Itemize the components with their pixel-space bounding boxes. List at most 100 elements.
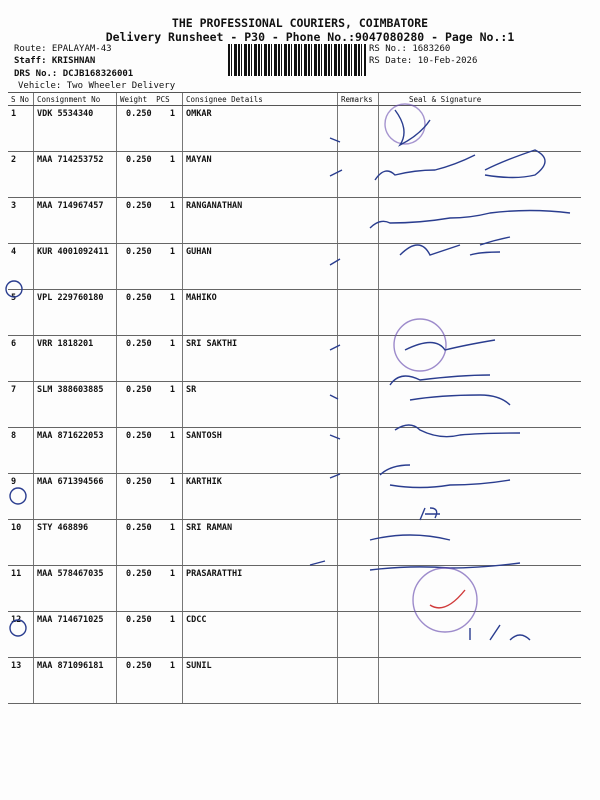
signature (404, 339, 496, 351)
table-row: 3 MAA 714967457 0.250 1 RANGANATHAN (8, 197, 581, 244)
weight-pcs: 0.250 1 (116, 427, 183, 474)
signature (399, 236, 511, 256)
sno: 3 (8, 197, 34, 244)
runsheet-table: S No Consignment No Weight PCS Consignee… (8, 92, 581, 704)
sno: 2 (8, 151, 34, 198)
consignment-no: VRR 1818201 (33, 335, 117, 382)
weight-pcs: 0.250 1 (116, 611, 183, 658)
sno: 1 (8, 105, 34, 152)
staff: Staff: KRISHNAN (14, 56, 96, 66)
consignee-name: CDCC (182, 611, 338, 658)
signature (469, 624, 531, 641)
weight-pcs: 0.250 1 (116, 657, 183, 704)
consignment-no: MAA 871622053 (33, 427, 117, 474)
remarks (337, 335, 379, 382)
consignment-no: VDK 5534340 (33, 105, 117, 152)
remarks (337, 611, 379, 658)
seal-stamp (384, 103, 426, 145)
consignee-name: SUNIL (182, 657, 338, 704)
consignment-no: MAA 714253752 (33, 151, 117, 198)
remarks (337, 197, 379, 244)
weight-pcs: 0.250 1 (116, 335, 183, 382)
sno: 13 (8, 657, 34, 704)
sno: 7 (8, 381, 34, 428)
table-row: 5 VPL 229760180 0.250 1 MAHIKO (8, 289, 581, 336)
consignee-name: SR (182, 381, 338, 428)
table-row: 8 MAA 871622053 0.250 1 SANTOSH (8, 427, 581, 474)
signature (369, 534, 521, 571)
col-consignee: Consignee Details (182, 92, 338, 106)
col-remarks: Remarks (337, 92, 379, 106)
consignee-name: GUHAN (182, 243, 338, 290)
seal-signature (378, 519, 581, 566)
consignee-name: OMKAR (182, 105, 338, 152)
seal-signature (378, 565, 581, 612)
table-row: 11 MAA 578467035 0.250 1 PRASARATTHI (8, 565, 581, 612)
circled-number (5, 280, 23, 298)
consignee-name: SRI RAMAN (182, 519, 338, 566)
seal-signature (378, 289, 581, 336)
company-title: THE PROFESSIONAL COURIERS, COIMBATORE (171, 16, 429, 30)
remarks (337, 519, 379, 566)
remarks (337, 289, 379, 336)
rs-number: RS No.: 1683260 (369, 44, 451, 54)
remarks (337, 381, 379, 428)
sno: 10 (8, 519, 34, 566)
table-row: 9 MAA 671394566 0.250 1 KARTHIK (8, 473, 581, 520)
sno: 8 (8, 427, 34, 474)
col-sno: S No (8, 92, 34, 106)
consignee-name: KARTHIK (182, 473, 338, 520)
sno: 6 (8, 335, 34, 382)
circled-number (9, 619, 27, 637)
seal-stamp (393, 318, 447, 372)
runsheet-subtitle: Delivery Runsheet - P30 - Phone No.:9047… (105, 30, 515, 44)
remarks (337, 151, 379, 198)
seal-signature (378, 243, 581, 290)
consignment-no: MAA 714671025 (33, 611, 117, 658)
seal-stamp (412, 567, 478, 633)
remarks (337, 473, 379, 520)
seal-signature (378, 151, 581, 198)
consignee-name: RANGANATHAN (182, 197, 338, 244)
consignment-no: STY 468896 (33, 519, 117, 566)
table-row: 4 KUR 4001092411 0.250 1 GUHAN (8, 243, 581, 290)
col-signature: Seal & Signature (378, 92, 581, 106)
seal-signature (378, 105, 581, 152)
seal-signature (378, 657, 581, 704)
barcode (228, 44, 366, 76)
signature (379, 464, 511, 489)
drs-number: DRS No.: DCJB168326001 (14, 69, 134, 79)
consignment-no: MAA 871096181 (33, 657, 117, 704)
table-row: 2 MAA 714253752 0.250 1 MAYAN (8, 151, 581, 198)
weight-pcs: 0.250 1 (116, 473, 183, 520)
weight-pcs: 0.250 1 (116, 519, 183, 566)
signature (419, 507, 440, 521)
route: Route: EPALAYAM-43 (14, 44, 112, 54)
table-row: 10 STY 468896 0.250 1 SRI RAMAN (8, 519, 581, 566)
remark-ticks (309, 137, 343, 566)
weight-pcs: 0.250 1 (116, 243, 183, 290)
consignment-no: MAA 714967457 (33, 197, 117, 244)
consignee-name: MAHIKO (182, 289, 338, 336)
consignment-no: SLM 388603885 (33, 381, 117, 428)
signature (394, 109, 431, 147)
signature (394, 424, 521, 438)
consignee-name: PRASARATTHI (182, 565, 338, 612)
remarks (337, 427, 379, 474)
remarks (337, 657, 379, 704)
circled-number (9, 487, 27, 505)
consignee-name: SANTOSH (182, 427, 338, 474)
sno: 9 (8, 473, 34, 520)
vehicle: Vehicle: Two Wheeler Delivery (18, 81, 176, 91)
seal-signature (378, 381, 581, 428)
seal-signature (378, 427, 581, 474)
signature (389, 374, 511, 406)
sno: 4 (8, 243, 34, 290)
table-row: 13 MAA 871096181 0.250 1 SUNIL (8, 657, 581, 704)
remarks (337, 105, 379, 152)
table-row: 7 SLM 388603885 0.250 1 SR (8, 381, 581, 428)
signature (374, 149, 546, 181)
weight-pcs: 0.250 1 (116, 565, 183, 612)
seal-signature (378, 473, 581, 520)
